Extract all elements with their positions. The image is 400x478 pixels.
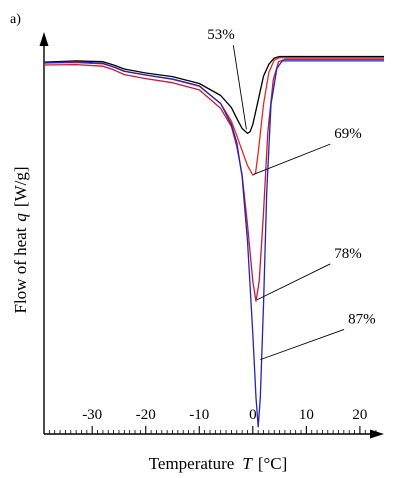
y-axis-arrow <box>39 32 49 46</box>
annotation-leader <box>253 143 331 175</box>
x-minor-ticks <box>43 430 377 434</box>
annotation-label: 87% <box>348 311 376 327</box>
series-line <box>43 57 384 176</box>
annotation-label: 78% <box>334 246 362 262</box>
x-axis-unit: [°C] <box>258 454 287 473</box>
x-tick-label: -20 <box>136 407 156 423</box>
x-tick-label: 10 <box>299 407 314 423</box>
annotation-label: 53% <box>207 27 235 43</box>
x-axis-arrow <box>370 429 384 439</box>
y-axis-unit: [W/g] <box>11 166 30 207</box>
annotation-label: 69% <box>334 126 362 142</box>
x-tick-label: 20 <box>352 407 367 423</box>
y-axis-label: Flow of heat q [W/g] <box>11 166 30 313</box>
series-lines <box>43 55 384 428</box>
x-tick-labels: -30 -20 -10 0 10 20 <box>82 407 367 423</box>
y-axis-symbol: q <box>11 213 30 222</box>
series-line <box>43 60 384 428</box>
y-axis-label-text: Flow of heat <box>11 227 30 313</box>
series-line <box>43 58 384 302</box>
x-tick-label: -30 <box>82 407 102 423</box>
annotation-leader <box>232 45 247 130</box>
x-tick-label: -10 <box>189 407 209 423</box>
annotations: 53% 69% 78% 87% <box>207 27 376 361</box>
panel-label: a) <box>10 12 21 27</box>
annotation-leader <box>260 329 345 361</box>
x-axis-label-text: Temperature <box>149 454 235 473</box>
x-tick-label: 0 <box>249 407 257 423</box>
x-axis-symbol: T <box>242 454 253 473</box>
x-major-ticks <box>91 426 361 434</box>
annotation-leader <box>256 263 331 301</box>
series-line <box>43 55 384 134</box>
plot-area: -30 -20 -10 0 10 20 53% 69% 78% 87% <box>39 27 384 439</box>
x-axis-label: Temperature T [°C] <box>149 454 288 473</box>
